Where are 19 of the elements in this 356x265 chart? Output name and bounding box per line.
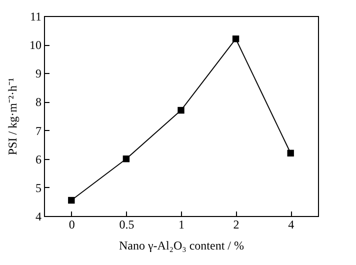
point	[232, 36, 240, 42]
x-tick-label: 0.5	[119, 218, 134, 232]
y-tick-label: 5	[36, 180, 42, 195]
y-tick-label: 6	[36, 152, 42, 166]
y-tick-label: 10	[30, 38, 42, 52]
point	[68, 196, 75, 204]
x-tick-label: 1	[178, 218, 184, 232]
y-tick-label: 7	[36, 124, 42, 138]
y-tick-label: 11	[30, 10, 42, 24]
point	[287, 150, 294, 156]
y-tick-label: 9	[36, 66, 42, 81]
x-tick-label: 0	[68, 218, 75, 232]
y-axis-title: PSI / kg·m⁻²·h⁻¹	[6, 78, 20, 156]
x-tick-label: 2	[233, 218, 240, 232]
point	[122, 156, 130, 162]
y-tick-label: 8	[36, 95, 42, 110]
point	[178, 106, 184, 114]
x-axis-title: Nano γ-Al₂O₃ content / %	[119, 238, 244, 252]
x-tick-label: 4	[288, 218, 294, 232]
